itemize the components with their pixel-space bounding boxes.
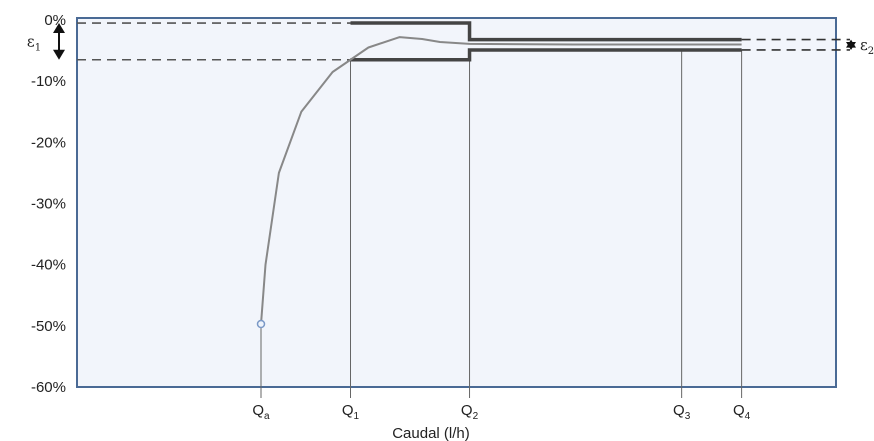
y-tick-label: -40% [31,257,66,274]
tolerance-labels: ε1 ε2 [27,23,874,60]
y-tick-label: -50% [31,318,66,335]
y-tick-label: -20% [31,134,66,151]
y-tick-label: -10% [31,73,66,90]
plot-area [76,17,837,388]
y-tick-label: 0% [44,12,66,29]
y-tick-label: -60% [31,379,66,396]
x-axis-title: Caudal (l/h) [392,425,470,441]
x-marker-label: Q4 [733,402,751,422]
error-curve [256,36,742,329]
x-marker-label: Q2 [461,402,479,422]
error-curve-line [260,36,742,325]
eps1-arrow-head-bottom [53,49,65,60]
marker-lines [260,49,743,398]
start-point [256,319,266,329]
eps2-arrow-head-bottom [846,41,856,50]
y-tick-label: -30% [31,196,66,213]
eps1-label: ε1 [27,32,41,53]
lower-limit-line [350,48,742,62]
x-marker-label: Q3 [673,402,691,422]
x-marker-label: Q1 [342,402,360,422]
tolerance-bands [77,21,850,62]
upper-limit-line [350,21,742,42]
x-axis-markers: Qa Q1 Q2 Q3 Q4 [252,402,750,422]
eps2-label: ε2 [860,36,874,57]
x-marker-label: Qa [252,402,270,422]
plot-frame [76,17,837,388]
eps1-arrow-head-top [53,23,65,34]
y-axis-ticks: 0% -10% -20% -30% -40% -50% -60% [31,12,66,396]
